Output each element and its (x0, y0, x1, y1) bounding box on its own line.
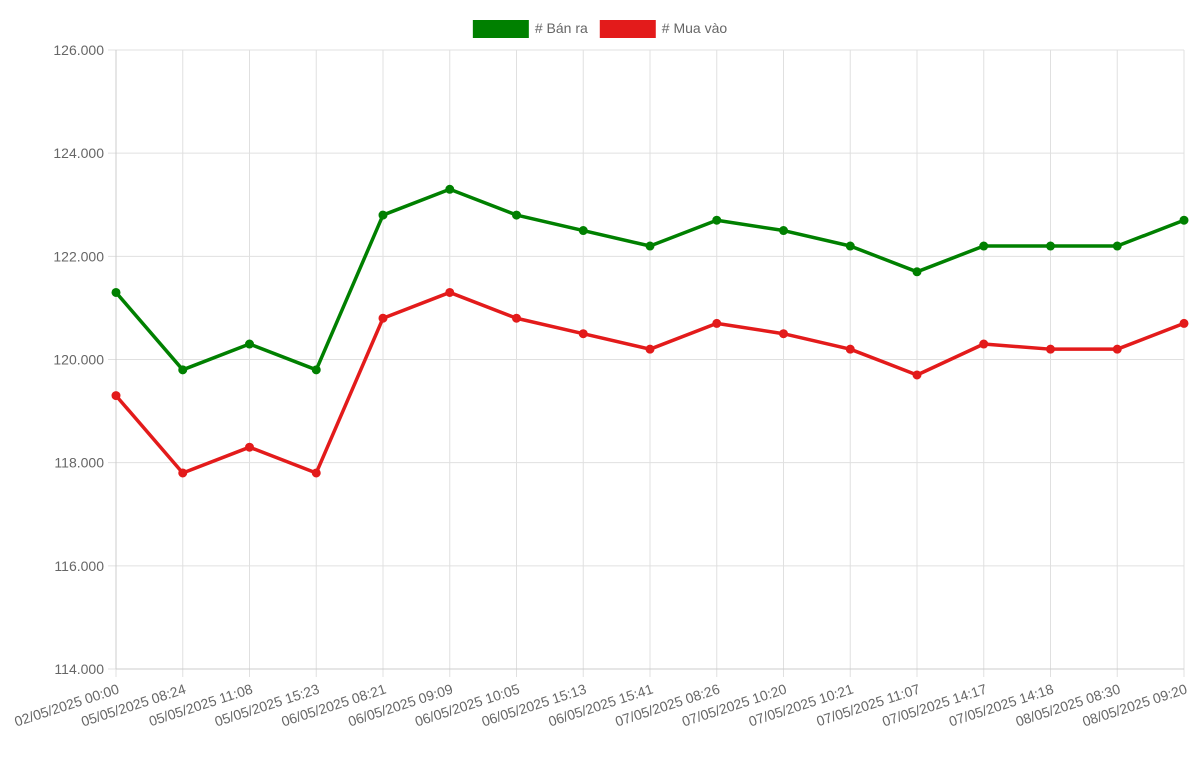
series-0-point (779, 226, 788, 236)
series-1-point (845, 344, 855, 354)
series-0-point (645, 241, 655, 251)
series-0-point (912, 267, 922, 277)
series-layer (111, 184, 1189, 478)
series-0-point (445, 184, 455, 194)
series-1-point (645, 344, 655, 354)
series-1-point (512, 313, 521, 323)
series-1-point (912, 370, 922, 380)
y-tick-label: 124.000 (53, 145, 104, 161)
series-0-point (979, 241, 989, 251)
legend-swatch-1 (599, 20, 656, 38)
axis-layer: 114.000 116.000 118.000 120.000 122.000 124.0… (12, 42, 1189, 730)
series-0-point (845, 241, 855, 251)
series-0-point (512, 210, 521, 220)
series-1-point (1046, 344, 1055, 354)
series-1-point (445, 287, 455, 297)
series-1-point (578, 329, 588, 339)
y-tick-label: 126.000 (53, 42, 104, 58)
series-0-point (245, 339, 254, 349)
y-tick-label: 118.000 (54, 455, 104, 471)
series-1-point (1179, 318, 1189, 328)
legend-label-0: # Bán ra (535, 20, 588, 36)
y-tick-label: 116.000 (54, 558, 104, 574)
series-0-point (378, 210, 388, 220)
series-1-point (245, 442, 254, 452)
series-0-point (178, 365, 188, 375)
series-1-point (178, 468, 188, 478)
series-1-point (111, 391, 121, 401)
grid-layer (108, 49, 1185, 677)
series-0-point (1179, 215, 1189, 225)
legend-label-1: # Mua vào (662, 20, 728, 36)
series-0-point (311, 365, 321, 375)
series-1-point (311, 468, 321, 478)
series-1-point (1112, 344, 1122, 354)
y-tick-label: 122.000 (53, 248, 104, 264)
legend: # Bán ra # Mua vào (472, 20, 728, 38)
series-1-point (779, 329, 788, 339)
series-0-point (578, 226, 588, 236)
series-1-point (979, 339, 989, 349)
y-tick-label: 114.000 (54, 661, 104, 677)
series-0-point (1046, 241, 1055, 251)
y-tick-label: 120.000 (53, 352, 104, 368)
series-0-point (1112, 241, 1122, 251)
series-1-point (712, 318, 722, 328)
series-1-point (378, 313, 388, 323)
legend-swatch-0 (472, 20, 529, 38)
series-0-point (712, 215, 722, 225)
series-0-point (111, 287, 121, 297)
